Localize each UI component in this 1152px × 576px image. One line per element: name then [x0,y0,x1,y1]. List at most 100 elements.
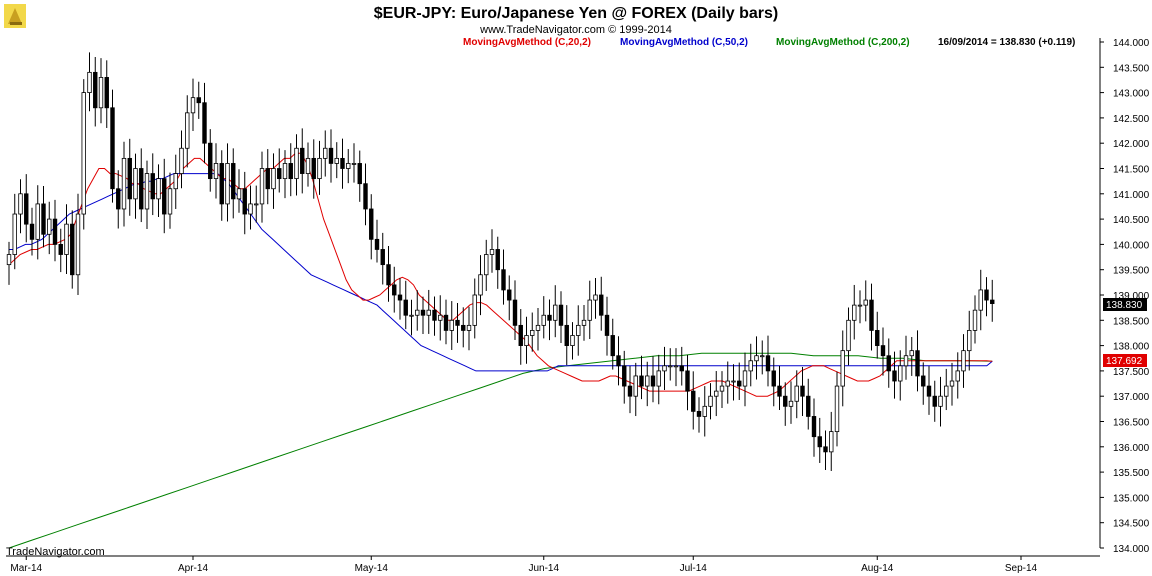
y-tick-label: 142.500 [1113,114,1150,125]
candle-down [915,350,920,377]
candle-up [179,147,184,174]
candle-up [668,365,673,368]
candle-up [972,309,978,331]
candle-up [714,390,719,397]
candle-up [725,380,730,387]
candle-down [926,385,932,397]
candle-up [6,254,12,266]
candle-down [300,147,305,174]
y-tick-label: 139.000 [1113,291,1150,302]
candle-down [691,390,696,412]
candle-down [627,385,633,397]
candle-up [98,77,104,109]
ma50-line [9,173,993,372]
candle-up [317,157,322,180]
candle-down [363,183,368,210]
candle-up [12,213,17,255]
candle-down [162,178,167,215]
y-tick-label: 140.000 [1113,240,1150,251]
legend-last: 16/09/2014 = 138.830 (+0.119) [938,37,1075,48]
last-price-label: 138.830 [1106,300,1143,311]
candle-down [29,223,35,240]
y-tick-label: 137.500 [1113,367,1150,378]
ma-price-tag [1103,354,1147,367]
candle-down [547,314,552,321]
candle-up [834,385,840,433]
candle-down [806,395,811,417]
candle-up [576,324,581,336]
candle-down [558,304,564,326]
candle-up [530,330,535,336]
candle-up [334,157,339,164]
candle-down [639,375,644,387]
candle-up [133,168,138,200]
candle-down [328,147,334,164]
legend-ma200: MovingAvgMethod (C,200,2) [776,37,910,48]
candle-down [41,203,46,235]
candle-down [817,436,822,448]
y-tick-label: 144.000 [1113,38,1150,49]
candle-down [921,375,926,387]
candle-up [121,157,127,210]
candle-down [420,309,426,316]
candle-up [225,163,230,205]
ma-price-label: 137.692 [1106,356,1143,367]
candle-up [662,365,667,372]
candle-up [87,71,92,94]
candle-up [967,330,972,352]
candle-up [587,299,592,321]
candle-up [570,335,575,347]
candle-up [944,385,949,397]
candle-up [961,350,966,372]
x-tick-label: Apr-14 [178,563,208,574]
ma20-line [8,152,993,397]
candle-down [397,294,403,301]
candle-down [737,380,742,387]
candle-up [857,304,863,307]
candle-up [185,112,190,149]
candle-up [673,365,679,368]
candle-down [650,375,656,387]
candle-up [742,370,748,387]
candle-up [248,203,253,215]
candle-up [449,319,454,331]
candle-down [58,243,63,255]
candle-down [380,249,385,266]
candle-down [892,370,897,382]
candle-down [24,193,29,225]
candle-up [524,335,529,347]
candle-up [938,395,943,407]
candle-up [909,350,914,357]
y-tick-label: 137.000 [1113,392,1150,403]
candle-down [564,324,569,346]
candle-down [622,365,627,387]
candle-down [461,324,466,331]
candle-up [466,324,472,331]
x-tick-label: Aug-14 [861,563,894,574]
candle-up [541,314,546,326]
candle-up [294,147,299,180]
x-axis: Mar-14 Apr-14 May-14 Jun-14 Jul-14 Aug-14 Sep-… [6,555,1100,574]
candle-down [932,395,937,407]
candle-up [47,218,52,235]
candle-down [512,299,518,326]
candle-up [708,395,713,407]
candle-up [75,213,81,276]
candle-up [719,385,725,392]
candle-up [190,97,196,114]
x-tick-label: Sep-14 [1005,563,1038,574]
y-tick-label: 136.000 [1113,443,1150,454]
candle-down [990,299,995,305]
candle-up [213,163,219,180]
y-tick-label: 135.500 [1113,468,1150,479]
candle-up [702,405,707,417]
candle-down [604,314,610,336]
y-tick-label: 141.000 [1113,190,1150,201]
candle-down [52,218,58,245]
candle-down [679,365,684,372]
y-tick-label: 143.000 [1113,89,1150,100]
candle-up [81,92,86,215]
candle-up [846,319,851,352]
candle-down [150,173,155,200]
